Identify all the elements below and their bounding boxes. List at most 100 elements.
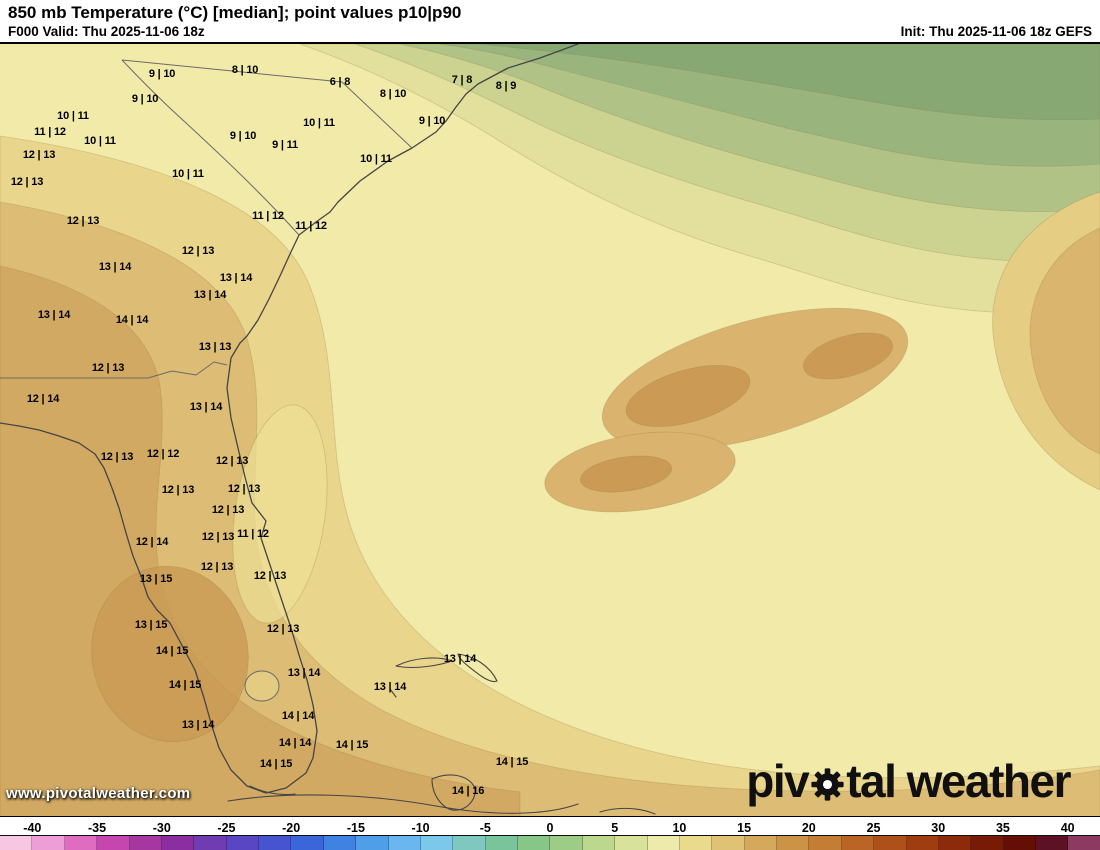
point-value-label: 9 | 10 [229, 130, 257, 142]
colorbar-segment [744, 836, 777, 850]
colorbar-tick-label: 15 [737, 821, 752, 835]
colorbar-segment [938, 836, 972, 850]
point-value-label: 14 | 15 [259, 758, 293, 770]
colorbar-tick-label: 40 [1060, 821, 1075, 835]
colorbar-ticks: -40 -35 -30 -25 -20 -15 -10 -5 0 5 10 15 20 25 30 35 40 [0, 817, 1100, 835]
colorbar-tick-label: -10 [411, 821, 430, 835]
colorbar-segment [323, 836, 357, 850]
point-value-label: 13 | 15 [134, 619, 168, 631]
point-value-label: 13 | 14 [373, 681, 407, 693]
colorbar-tick-label: -25 [217, 821, 236, 835]
point-value-label: 10 | 11 [360, 153, 392, 165]
colorbar-tick-label: 20 [801, 821, 816, 835]
colorbar-segment [0, 836, 33, 850]
point-value-label: 10 | 11 [84, 135, 116, 147]
colorbar-segment [194, 836, 227, 850]
colorbar-segment [550, 836, 583, 850]
point-value-label: 14 | 15 [168, 679, 202, 691]
point-value-label: 14 | 14 [281, 710, 315, 722]
colorbar-tick-label: -30 [152, 821, 171, 835]
colorbar-segment [777, 836, 810, 850]
point-value-label: 14 | 15 [335, 739, 369, 751]
colorbar-segment [841, 836, 875, 850]
point-value-label: 12 | 13 [100, 451, 134, 463]
colorbar-tick-label: 35 [995, 821, 1010, 835]
header-subtitle-row: F000 Valid: Thu 2025-11-06 18z Init: Thu… [8, 23, 1092, 41]
colorbar-tick-label: 25 [866, 821, 881, 835]
watermark-url: www.pivotalweather.com [6, 785, 191, 802]
point-value-label: 12 | 13 [10, 176, 44, 188]
point-value-label: 14 | 14 [115, 314, 149, 326]
point-value-label: 13 | 14 [219, 272, 253, 284]
colorbar-segment [615, 836, 648, 850]
valid-time-label: F000 Valid: Thu 2025-11-06 18z [8, 24, 205, 39]
point-value-label: 12 | 13 [91, 362, 125, 374]
point-value-label: 12 | 13 [253, 570, 287, 582]
colorbar-segment [971, 836, 1004, 850]
colorbar-segment [1036, 836, 1069, 850]
coastline-path [0, 44, 579, 794]
point-value-label: 9 | 10 [131, 93, 159, 105]
point-value-label: 12 | 13 [161, 484, 195, 496]
colorbar-segment [356, 836, 389, 850]
point-value-label: 12 | 13 [22, 149, 56, 161]
point-value-label: 12 | 13 [181, 245, 215, 257]
colorbar-tick-label: -15 [346, 821, 365, 835]
colorbar-segment [129, 836, 162, 850]
colorbar-segment [97, 836, 130, 850]
colorbar [0, 835, 1100, 850]
colorbar-segment [874, 836, 907, 850]
point-value-label: 13 | 15 [139, 573, 173, 585]
colorbar-segment [679, 836, 713, 850]
point-value-label: 8 | 10 [379, 88, 407, 100]
point-value-label: 10 | 11 [57, 110, 89, 122]
point-value-label: 12 | 13 [66, 215, 100, 227]
colorbar-segment [518, 836, 551, 850]
point-value-label: 13 | 14 [189, 401, 223, 413]
colorbar-segment [647, 836, 680, 850]
point-value-label: 6 | 8 [329, 76, 351, 88]
colorbar-segment [226, 836, 259, 850]
colorbar-segment [291, 836, 324, 850]
point-value-label: 9 | 11 [272, 139, 298, 151]
point-value-label: 8 | 9 [495, 80, 517, 92]
colorbar-segment [809, 836, 842, 850]
header: 850 mb Temperature (°C) [median]; point … [0, 0, 1100, 44]
point-value-label: 13 | 14 [37, 309, 71, 321]
point-value-label: 10 | 11 [172, 168, 204, 180]
point-value-label: 12 | 13 [215, 455, 249, 467]
colorbar-segment [1068, 836, 1100, 850]
map-svg [0, 44, 1100, 816]
point-value-label: 14 | 15 [155, 645, 189, 657]
colorbar-tick-label: 10 [672, 821, 687, 835]
point-value-label: 12 | 13 [211, 504, 245, 516]
init-time-label: Init: Thu 2025-11-06 18z GEFS [900, 24, 1092, 39]
point-value-label: 9 | 10 [418, 115, 446, 127]
point-value-label: 11 | 12 [252, 210, 284, 222]
page-title: 850 mb Temperature (°C) [median]; point … [8, 3, 462, 22]
map-canvas[interactable]: 9 | 10 8 | 10 6 | 8 7 | 8 8 | 9 9 | 10 8 | 10 1… [0, 44, 1100, 817]
colorbar-tick-label: -40 [23, 821, 42, 835]
point-value-label: 12 | 13 [201, 531, 235, 543]
colorbar-segment [420, 836, 454, 850]
point-value-label: 12 | 12 [146, 448, 180, 460]
colorbar-segment [453, 836, 486, 850]
point-value-label: 13 | 14 [193, 289, 227, 301]
point-value-label: 13 | 14 [181, 719, 215, 731]
point-value-label: 12 | 14 [26, 393, 60, 405]
gear-icon [811, 767, 844, 801]
point-value-label: 11 | 12 [34, 126, 66, 138]
colorbar-segment [1003, 836, 1036, 850]
colorbar-tick-label: 5 [611, 821, 619, 835]
colorbar-segment [64, 836, 98, 850]
colorbar-segment [259, 836, 292, 850]
colorbar-tick-label: 30 [931, 821, 946, 835]
point-value-label: 13 | 14 [443, 653, 477, 665]
lake-okeechobee [244, 670, 280, 702]
point-value-label: 11 | 12 [237, 528, 269, 540]
colorbar-tick-label: -20 [282, 821, 301, 835]
islands-coastline [227, 653, 656, 815]
logo-text-right: tal weather [846, 755, 1071, 807]
colorbar-segment [906, 836, 939, 850]
